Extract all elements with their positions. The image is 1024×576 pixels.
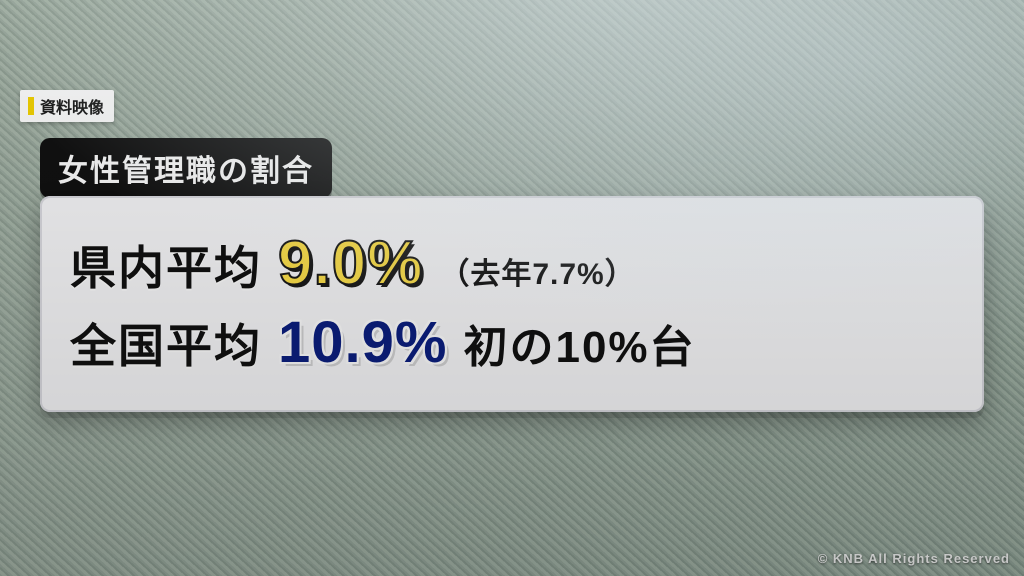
row2-value: 10.9% (278, 309, 447, 376)
row2-label: 全国平均 (70, 310, 262, 376)
row1-value: 9.0% (278, 228, 423, 299)
row1-paren: （去年7.7%） (439, 249, 635, 293)
row2-tail: 初の10%台 (463, 311, 695, 375)
row-national: 全国平均 10.9% 初の10%台 (70, 309, 954, 376)
row-prefecture: 県内平均 9.0% （去年7.7%） (70, 228, 954, 299)
broadcast-frame: 資料映像 女性管理職の割合 県内平均 9.0% （去年7.7%） 全国平均 10… (0, 0, 1024, 576)
copyright-text: © KNB All Rights Reserved (818, 551, 1010, 566)
row1-label: 県内平均 (70, 232, 262, 298)
title-chip-text: 女性管理職の割合 (58, 155, 314, 188)
title-chip: 女性管理職の割合 (40, 138, 332, 198)
source-badge: 資料映像 (20, 90, 114, 122)
stats-panel: 県内平均 9.0% （去年7.7%） 全国平均 10.9% 初の10%台 (40, 196, 984, 412)
source-badge-label: 資料映像 (40, 94, 104, 118)
source-badge-bar (28, 97, 34, 115)
